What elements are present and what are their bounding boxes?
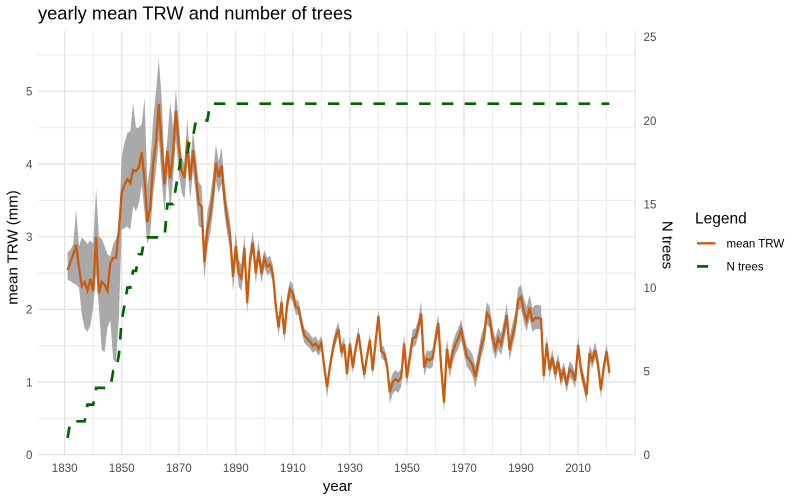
svg-text:2: 2 (26, 304, 32, 317)
svg-text:10: 10 (644, 282, 657, 295)
svg-text:20: 20 (644, 115, 657, 128)
svg-text:1930: 1930 (337, 462, 363, 475)
svg-text:N trees: N trees (727, 262, 764, 274)
svg-text:year: year (323, 478, 352, 495)
svg-text:25: 25 (644, 31, 657, 44)
svg-text:5: 5 (644, 365, 650, 378)
svg-text:mean TRW: mean TRW (727, 239, 785, 251)
svg-text:15: 15 (644, 198, 657, 211)
svg-text:3: 3 (26, 231, 32, 244)
svg-text:Legend: Legend (695, 211, 747, 228)
svg-text:1850: 1850 (109, 462, 135, 475)
svg-text:0: 0 (644, 449, 650, 462)
svg-text:0: 0 (26, 449, 32, 462)
svg-text:1870: 1870 (166, 462, 192, 475)
svg-text:1890: 1890 (223, 462, 249, 475)
svg-text:1: 1 (26, 376, 32, 389)
svg-text:2010: 2010 (565, 462, 591, 475)
svg-text:1950: 1950 (394, 462, 420, 475)
svg-text:yearly mean TRW and number of: yearly mean TRW and number of trees (38, 3, 352, 24)
svg-text:5: 5 (26, 86, 32, 99)
svg-text:N trees: N trees (658, 221, 675, 269)
svg-text:mean TRW (mm): mean TRW (mm) (5, 190, 22, 304)
svg-text:1970: 1970 (451, 462, 477, 475)
svg-text:1910: 1910 (280, 462, 306, 475)
svg-text:1990: 1990 (508, 462, 534, 475)
svg-text:4: 4 (26, 158, 33, 171)
svg-text:1830: 1830 (52, 462, 78, 475)
